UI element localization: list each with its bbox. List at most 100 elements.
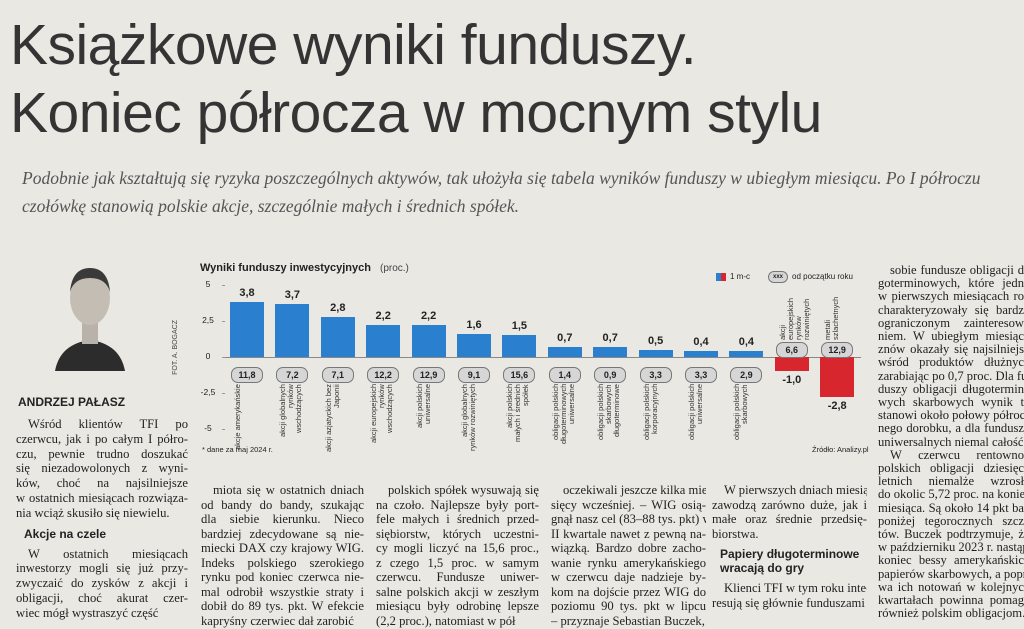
- body-line: cy mogli liczyć na 15,6 proc.,: [376, 541, 539, 555]
- body-line: W czerwcu rentowno: [890, 447, 1024, 462]
- value-label: -2,8: [827, 400, 847, 413]
- ytd-badge: 11,8: [231, 367, 263, 383]
- y-tick: [222, 285, 225, 286]
- y-tick-label: 5: [205, 279, 211, 289]
- body-line: nego dorobku, a dla fundusz: [878, 421, 1024, 436]
- body-line: dobił do 89 tys. pkt. W efekcie: [201, 599, 364, 613]
- body-line: gnął nasz cel (83–88 tys. pkt) w: [551, 512, 706, 526]
- category-label: akcji europejskich rynków wschodzących: [369, 384, 395, 444]
- body-line: stanowi około połowy półroc: [878, 408, 1024, 423]
- category-label: akcji azjatyckich bez Japonii: [323, 384, 341, 452]
- body-line: miesiąca. Są około 14 pkt ba: [878, 500, 1024, 515]
- body-line: wiązką. Bardzo dobre zacho-: [551, 541, 706, 555]
- body-line: nia wciąż skusiło się niewielu.: [16, 505, 170, 520]
- body-line: – przyznaje Sebastian Buczek,: [551, 613, 705, 628]
- value-label: 3,7: [284, 288, 301, 301]
- category-label: akcji polskich małych i średnich spółek: [505, 384, 531, 442]
- body-line: małe oraz średnie przedsię-: [712, 512, 867, 526]
- y-tick-label: -2,5: [200, 387, 216, 397]
- value-label: 1,5: [511, 320, 528, 333]
- body-line: z czego 1,5 proc. w samym: [376, 555, 539, 570]
- body-line: w ostatnich miesiącach rozwiąza-: [16, 491, 188, 505]
- value-label: 0,7: [602, 331, 618, 344]
- body-line: goterminowych, które jedn: [878, 276, 1024, 291]
- body-line: W pierwszych dniach miesiąca: [724, 483, 867, 497]
- headline: Koniec półrocza w mocnym stylu: [10, 81, 822, 145]
- body-line: tów. Buczek podtrzymuje, ż: [878, 527, 1024, 541]
- body-line: czerwcu. Fundusze uniwer-: [376, 570, 539, 584]
- category-label: obligacji polskich skarbowych: [732, 384, 750, 441]
- ytd-badge: 7,2: [276, 367, 309, 383]
- chart-title: Wyniki funduszy inwestycyjnych: [200, 262, 371, 274]
- body-line: w czerwcu daje nadzieje by-: [551, 570, 706, 584]
- zero-line: [225, 357, 861, 358]
- body-line: siębiorstw, których uczestni-: [376, 526, 539, 541]
- body-line: duszy obligacji długotermin: [878, 381, 1024, 396]
- legend-swatch: [721, 273, 726, 281]
- value-label: 0,4: [693, 336, 709, 349]
- bar: [411, 325, 446, 357]
- body-line: W ostatnich miesiącach: [28, 546, 188, 561]
- value-label: 0,5: [647, 334, 664, 347]
- body-line: rynku pod koniec czerwca nie-: [201, 570, 364, 584]
- body-line: się niezadowolonych z wyni-: [16, 461, 188, 476]
- y-tick: [222, 357, 225, 358]
- body-line: miecki DAX czy krajowy WIG.: [201, 541, 364, 555]
- value-label: 2,2: [375, 310, 391, 323]
- body-line: koniec bessy amerykańskic: [878, 553, 1024, 568]
- ytd-badge: 9,1: [458, 367, 490, 383]
- chart-unit: (proc.): [380, 263, 409, 274]
- category-label: akcji polskich uniwersalne: [414, 384, 432, 429]
- source: Źródło: Analizy.pl: [812, 445, 869, 454]
- ytd-badge: 1,4: [548, 367, 581, 383]
- body-line: znów okazały się najsilniejs: [878, 342, 1024, 357]
- body-line: wiec mógł wystraszyć część: [16, 605, 159, 620]
- body-line: polskich spółek wysuwają się: [388, 483, 539, 497]
- body-line: obligacji, choć akurat czer-: [16, 591, 188, 605]
- bar: [366, 325, 401, 357]
- y-tick: [222, 393, 225, 394]
- y-tick-label: 2,5: [202, 315, 214, 325]
- bar: [684, 351, 718, 357]
- body-line: Klienci TFI w tym roku inte-: [724, 581, 867, 595]
- body-line: kom na dojście przez WIG do: [551, 584, 706, 599]
- ytd-badge: 0,9: [594, 367, 627, 383]
- body-line: do okolic 5,72 proc. na konie: [878, 487, 1024, 502]
- body-line: II kwartale nawet z pewną na-: [551, 526, 706, 541]
- category-label: akcje amerykańskie: [233, 384, 242, 450]
- bar: [547, 346, 582, 357]
- body-line: zawodzą zarówno duże, jak i: [712, 497, 867, 512]
- value-label: 0,4: [738, 336, 755, 349]
- value-label: -1,0: [782, 374, 802, 387]
- body-line: ograniczonym zainteresow: [878, 315, 1024, 330]
- subtitle: Podobnie jak kształtują się ryzyka poszc…: [22, 168, 981, 188]
- body-line: kwartałach powinna pomag: [878, 593, 1024, 607]
- body-line: mal odrobił wszystkie straty i: [201, 584, 364, 599]
- body-line: wa ich notowań w kolejnyc: [878, 579, 1024, 594]
- y-tick-label: -5: [204, 423, 212, 433]
- body-line: ków, choć na najsilniejsze: [16, 476, 188, 491]
- bar: [820, 357, 855, 398]
- value-label: 3,8: [239, 287, 255, 300]
- body-line: czerwcu, jak i po całym I półro-: [16, 431, 188, 446]
- body-line: fele małych i średnich przed-: [376, 512, 539, 526]
- author-photo: [50, 256, 130, 371]
- ytd-badge: 7,1: [321, 367, 354, 383]
- bar: [230, 302, 264, 357]
- ytd-badge: 3,3: [639, 367, 672, 383]
- body-line: zwyczaić do zysków z akcji i: [16, 576, 188, 591]
- category-label: obligacji polskich korporacyjnych: [641, 384, 659, 441]
- bar: [502, 335, 537, 357]
- section-heading: wracają do gry: [720, 561, 805, 575]
- y-tick: [222, 429, 225, 430]
- category-label: akcji globalnych rynków rozwiniętych: [460, 384, 477, 452]
- legend-label: od początku roku: [792, 272, 853, 281]
- body-line: charakteryzowały się bardz: [878, 302, 1024, 317]
- body-line: od bandy do bandy, szukając: [201, 497, 364, 512]
- body-line: miesiącu były odrobinę lepsze: [376, 599, 539, 613]
- bar: [457, 333, 491, 357]
- value-label: 0,7: [557, 331, 573, 344]
- body-line: w październiku 2023 r. nastąp: [878, 540, 1024, 555]
- bar: [638, 349, 673, 357]
- body-line: sobie fundusze obligacji d: [890, 263, 1024, 277]
